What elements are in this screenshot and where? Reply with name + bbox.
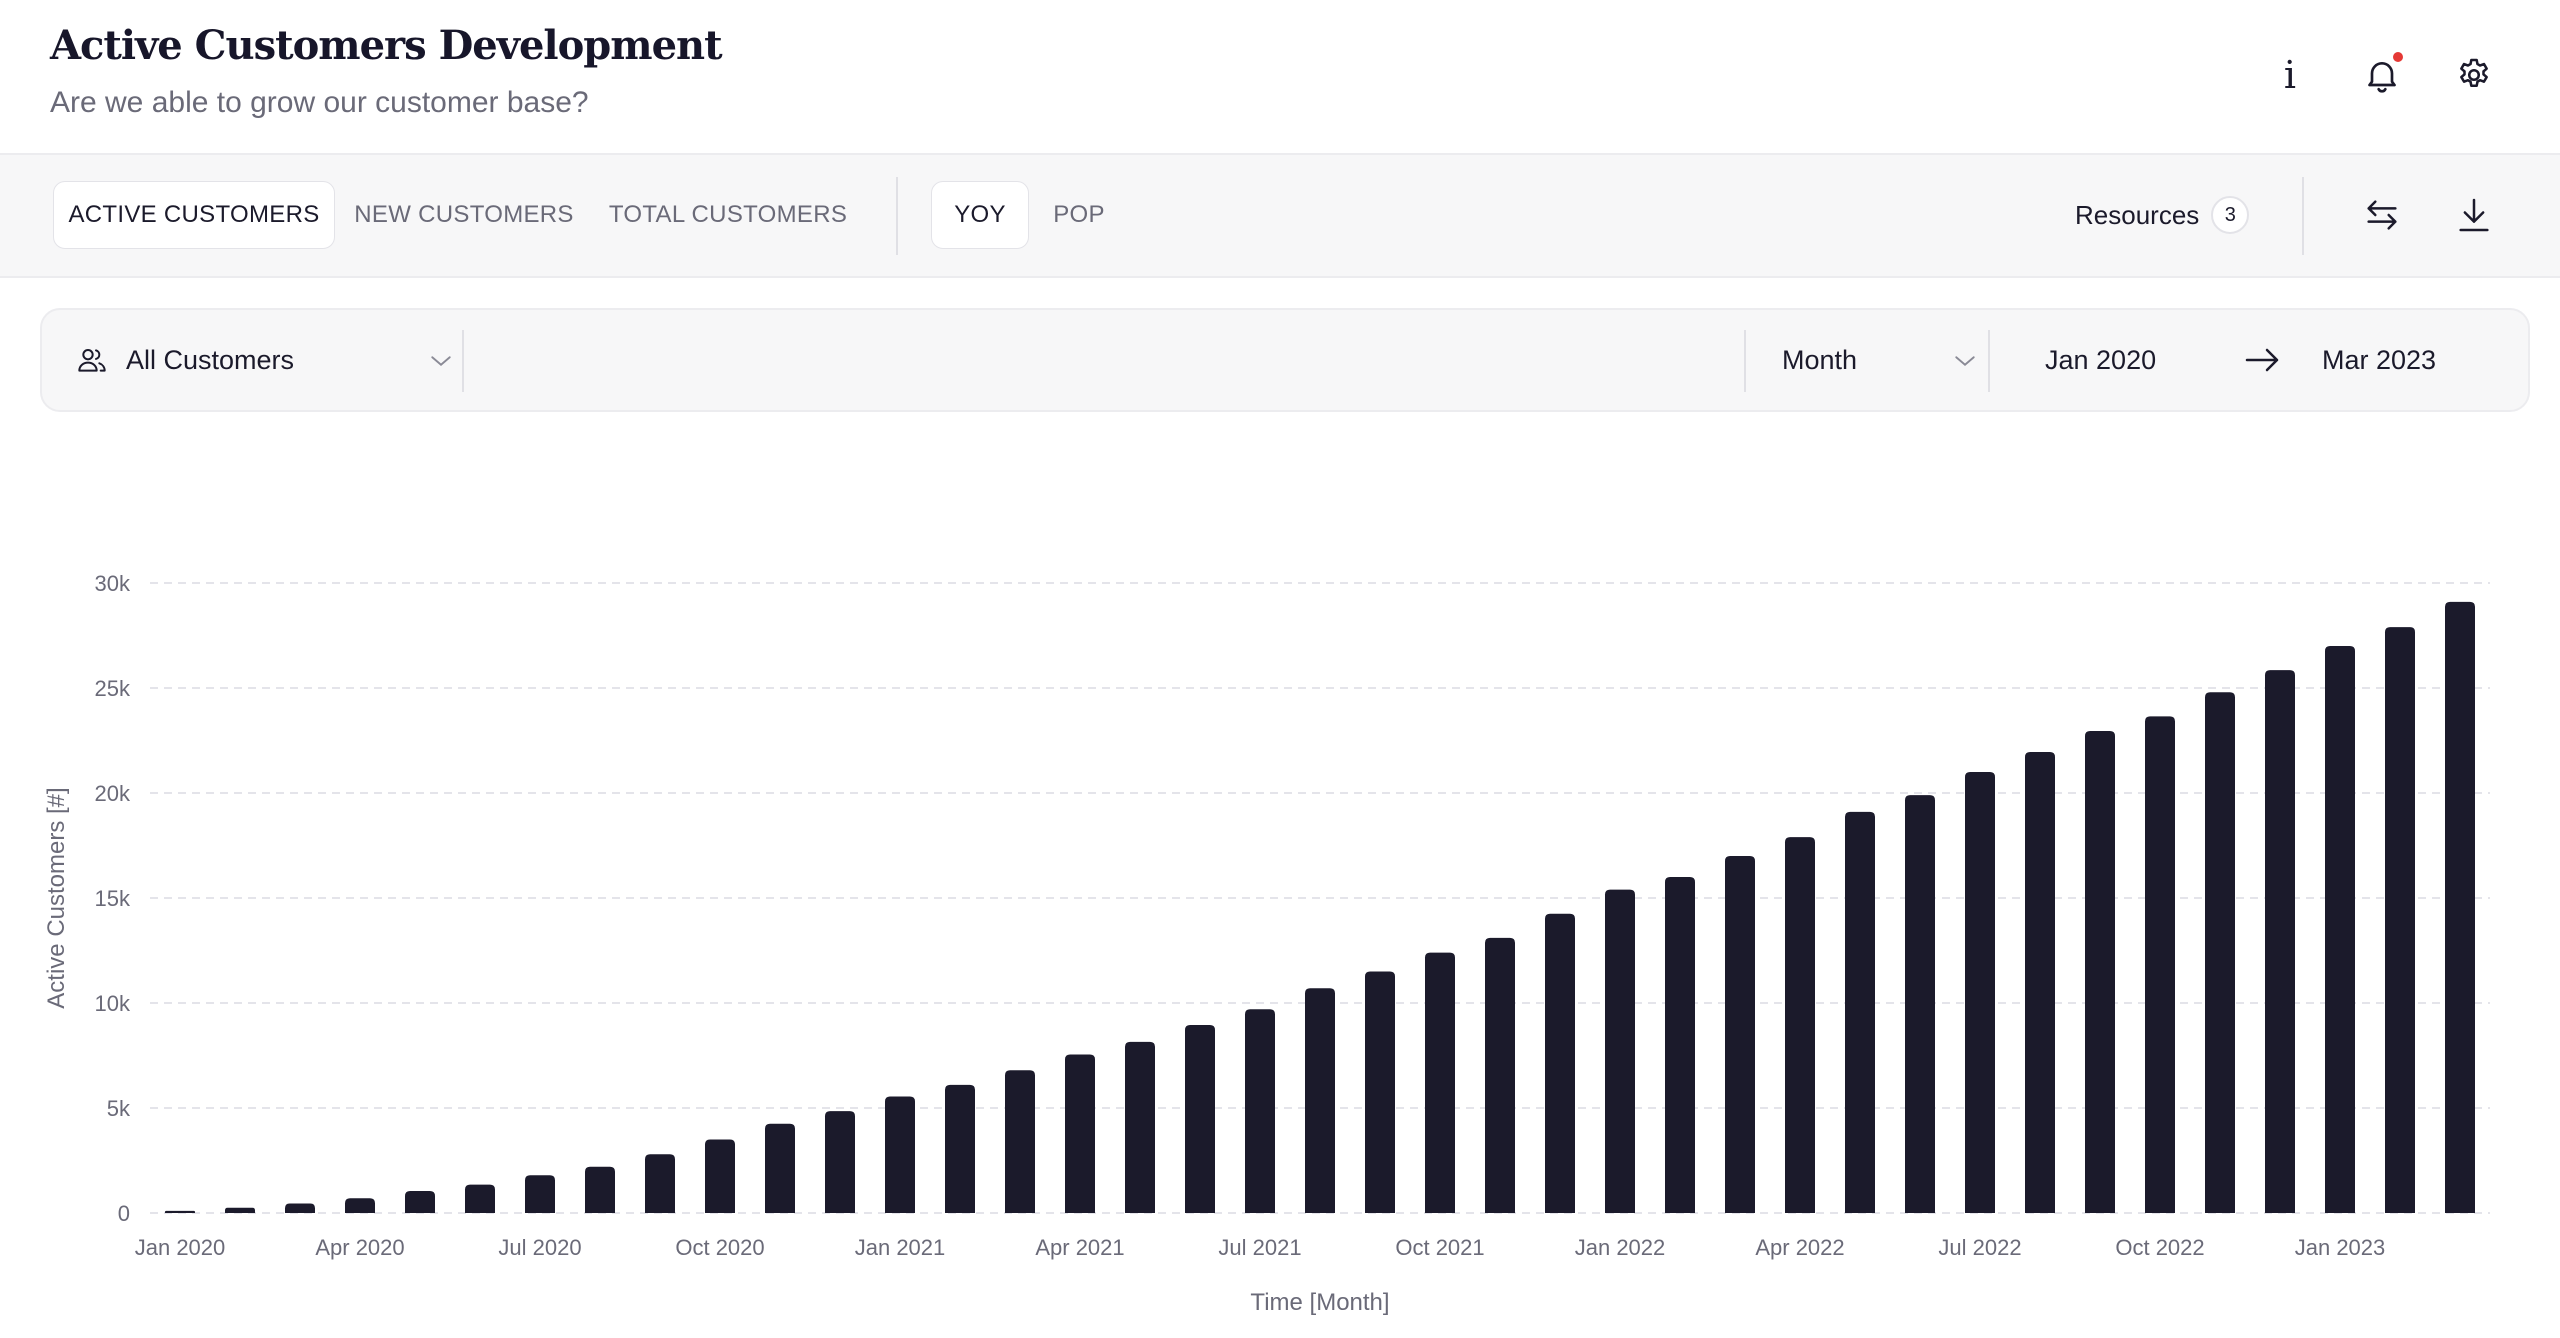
page-title: Active Customers Development xyxy=(50,22,723,69)
x-tick-label: Oct 2022 xyxy=(2115,1235,2204,1260)
tab-pop[interactable]: POP xyxy=(1053,201,1105,228)
date-from-input[interactable]: Jan 2020 xyxy=(2045,344,2157,375)
notification-dot xyxy=(2393,52,2403,62)
x-tick-label: Jan 2020 xyxy=(135,1235,226,1260)
info-icon[interactable]: i xyxy=(2283,53,2297,97)
bar-feb-2021[interactable] xyxy=(945,1084,975,1213)
bar-may-2020[interactable] xyxy=(405,1190,435,1213)
bar-apr-2021[interactable] xyxy=(1065,1054,1095,1213)
resources-count-badge: 3 xyxy=(2211,196,2250,234)
tab-divider-right xyxy=(2302,177,2304,255)
y-tick-label: 15k xyxy=(95,886,131,911)
x-tick-label: Jul 2020 xyxy=(498,1235,581,1260)
bar-aug-2022[interactable] xyxy=(2025,752,2055,1213)
bar-aug-2021[interactable] xyxy=(1305,988,1335,1213)
tab-total-customers[interactable]: TOTAL CUSTOMERS xyxy=(608,201,848,228)
resources-button[interactable]: Resources 3 xyxy=(2075,181,2250,249)
y-tick-label: 10k xyxy=(95,991,131,1016)
bar-jun-2022[interactable] xyxy=(1905,795,1935,1213)
bar-nov-2020[interactable] xyxy=(765,1123,795,1213)
bar-oct-2020[interactable] xyxy=(705,1139,735,1214)
bar-feb-2022[interactable] xyxy=(1665,877,1695,1213)
granularity-value: Month xyxy=(1782,344,1858,375)
filter-divider xyxy=(1988,330,1990,392)
segment-value: All Customers xyxy=(126,344,295,375)
tab-active-customers[interactable]: ACTIVE CUSTOMERS xyxy=(53,181,335,249)
bar-sep-2021[interactable] xyxy=(1365,971,1395,1214)
y-tick-label: 20k xyxy=(95,781,131,806)
bar-jan-2021[interactable] xyxy=(885,1096,915,1213)
bar-nov-2021[interactable] xyxy=(1485,937,1515,1213)
bar-mar-2022[interactable] xyxy=(1725,856,1755,1213)
x-tick-label: Apr 2022 xyxy=(1755,1235,1844,1260)
tab-yoy[interactable]: YOY xyxy=(931,181,1029,249)
resources-label: Resources xyxy=(2075,199,2200,230)
bar-feb-2020[interactable] xyxy=(225,1207,255,1213)
bar-sep-2020[interactable] xyxy=(645,1154,675,1213)
filter-divider xyxy=(462,330,464,392)
bar-apr-2022[interactable] xyxy=(1785,837,1815,1213)
download-icon[interactable] xyxy=(2449,190,2499,240)
bar-dec-2022[interactable] xyxy=(2265,670,2295,1213)
x-tick-label: Oct 2021 xyxy=(1395,1235,1484,1260)
bar-mar-2023[interactable] xyxy=(2445,601,2475,1213)
gear-icon[interactable] xyxy=(2449,50,2499,100)
bell-icon[interactable] xyxy=(2357,50,2407,100)
y-tick-label: 25k xyxy=(95,676,131,701)
y-tick-label: 0 xyxy=(118,1201,130,1226)
segment-select[interactable]: All Customers xyxy=(76,310,466,410)
swap-icon[interactable] xyxy=(2357,190,2407,240)
bar-jan-2023[interactable] xyxy=(2325,646,2355,1213)
bar-jun-2021[interactable] xyxy=(1185,1025,1215,1213)
granularity-select[interactable]: Month xyxy=(1782,310,1992,410)
date-to-input[interactable]: Mar 2023 xyxy=(2322,344,2437,375)
page-subtitle: Are we able to grow our customer base? xyxy=(50,86,589,119)
bar-jul-2021[interactable] xyxy=(1245,1009,1275,1213)
x-tick-label: Apr 2020 xyxy=(315,1235,404,1260)
filter-divider xyxy=(1744,330,1746,392)
x-tick-label: Jan 2023 xyxy=(2295,1235,2386,1260)
x-tick-label: Apr 2021 xyxy=(1035,1235,1124,1260)
bar-dec-2021[interactable] xyxy=(1545,913,1575,1213)
active-customers-chart: 0 5k 10k 15k 20k 25k 30k Jan 2020 Apr 2020 Jul 2… xyxy=(43,571,2490,1316)
page-header: Active Customers Development Are we able… xyxy=(0,0,2560,155)
bar-feb-2023[interactable] xyxy=(2385,627,2415,1213)
bar-jun-2020[interactable] xyxy=(465,1184,495,1213)
bar-jan-2020[interactable] xyxy=(165,1210,195,1213)
bar-aug-2020[interactable] xyxy=(585,1166,615,1213)
y-tick-label: 5k xyxy=(107,1096,131,1121)
filter-bar: All Customers Month Jan 2020 Mar 2023 xyxy=(40,308,2530,412)
arrow-right-icon xyxy=(2242,310,2282,410)
bar-mar-2020[interactable] xyxy=(285,1203,315,1213)
x-tick-label: Jul 2021 xyxy=(1218,1235,1301,1260)
bar-apr-2020[interactable] xyxy=(345,1198,375,1213)
bar-jul-2022[interactable] xyxy=(1965,772,1995,1213)
bar-dec-2020[interactable] xyxy=(825,1111,855,1213)
users-icon xyxy=(76,344,108,376)
chevron-down-icon xyxy=(426,346,456,376)
y-axis-title: Active Customers [#] xyxy=(43,787,70,1008)
y-tick-label: 30k xyxy=(95,571,131,596)
bar-jul-2020[interactable] xyxy=(525,1175,555,1213)
x-tick-label: Jan 2021 xyxy=(855,1235,946,1260)
bar-may-2022[interactable] xyxy=(1845,811,1875,1213)
bar-may-2021[interactable] xyxy=(1125,1041,1155,1213)
x-axis-title: Time [Month] xyxy=(1250,1289,1389,1316)
tab-divider xyxy=(896,177,898,255)
bar-sep-2022[interactable] xyxy=(2085,731,2115,1213)
bar-nov-2022[interactable] xyxy=(2205,692,2235,1213)
tab-new-customers[interactable]: NEW CUSTOMERS xyxy=(354,201,574,228)
x-tick-label: Jul 2022 xyxy=(1938,1235,2021,1260)
tab-bar: ACTIVE CUSTOMERS NEW CUSTOMERS TOTAL CUS… xyxy=(0,155,2560,278)
bar-oct-2022[interactable] xyxy=(2145,716,2175,1213)
x-tick-label: Jan 2022 xyxy=(1575,1235,1666,1260)
bar-jan-2022[interactable] xyxy=(1605,889,1635,1213)
bar-mar-2021[interactable] xyxy=(1005,1070,1035,1213)
chevron-down-icon xyxy=(1950,346,1980,376)
bar-oct-2021[interactable] xyxy=(1425,952,1455,1213)
x-tick-label: Oct 2020 xyxy=(675,1235,764,1260)
